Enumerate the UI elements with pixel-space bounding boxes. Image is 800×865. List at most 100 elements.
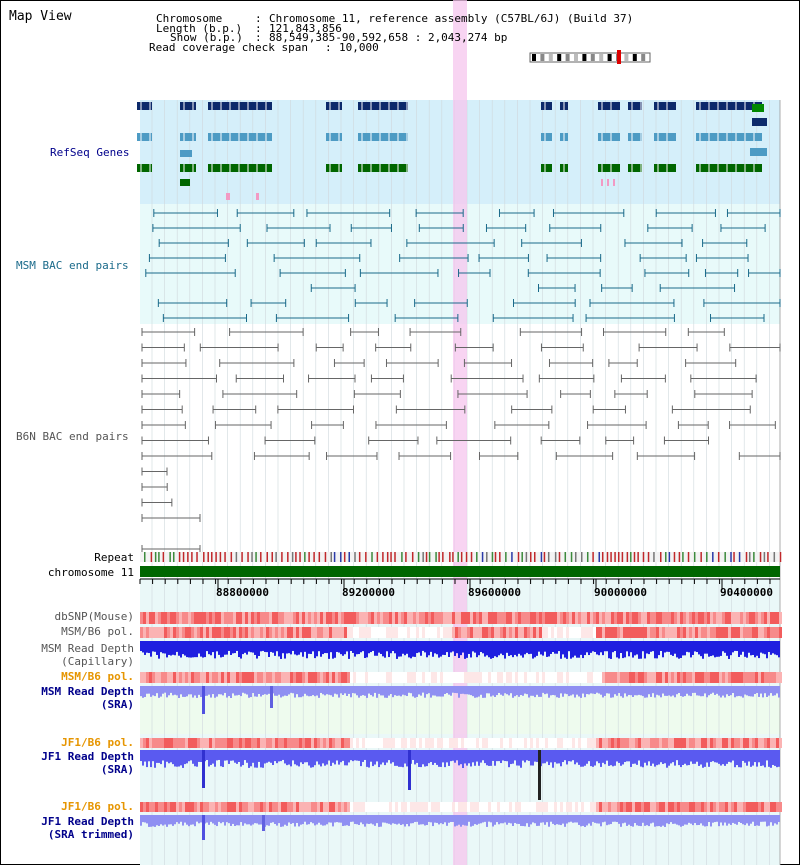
depth-bar [292, 686, 294, 694]
pol-cell [350, 672, 353, 683]
depth-bar [608, 815, 610, 825]
pol-cell [296, 672, 299, 683]
pol-cell [590, 802, 593, 812]
depth-bar [610, 815, 612, 825]
chromosome-label: Chromosome [156, 12, 223, 25]
track-label-refseq[interactable]: RefSeq Genes [50, 146, 130, 159]
depth-bar [362, 686, 364, 696]
depth-bar [244, 815, 246, 824]
depth-bar [490, 686, 492, 697]
track-label-b6n-bac[interactable]: B6N BAC end pairs [16, 430, 129, 443]
depth-bar [662, 750, 664, 764]
pol-cell [473, 802, 476, 812]
depth-bar [206, 750, 208, 760]
depth-bar [754, 750, 756, 763]
pol-cell [632, 672, 635, 683]
pol-cell [551, 627, 554, 638]
pol-cell [578, 672, 581, 683]
depth-bar [494, 750, 496, 766]
pol-cell [653, 738, 656, 748]
pol-cell [302, 802, 305, 812]
depth-bar [606, 750, 608, 761]
pol-cell [161, 802, 164, 812]
depth-bar [400, 641, 402, 657]
pol-cell [263, 612, 266, 624]
depth-bar [604, 686, 606, 696]
pol-cell [755, 627, 758, 638]
depth-bar [652, 641, 654, 652]
depth-bar [212, 750, 214, 764]
depth-bar [188, 686, 190, 695]
depth-bar [696, 686, 698, 696]
gene [180, 150, 192, 157]
pol-cell [290, 672, 293, 683]
pol-cell [524, 738, 527, 748]
depth-bar [660, 641, 662, 651]
track-label-msm-bac[interactable]: MSM BAC end pairs [16, 259, 129, 272]
pol-cell [677, 802, 680, 812]
pol-cell [488, 738, 491, 748]
depth-bar [386, 815, 388, 824]
pol-cell [155, 738, 158, 748]
depth-bar [418, 815, 420, 825]
repeat-mark [499, 552, 501, 562]
depth-bar [566, 641, 568, 659]
pol-cell [173, 802, 176, 812]
pol-cell [581, 627, 584, 638]
depth-bar [438, 815, 440, 825]
pol-cell [308, 612, 311, 624]
depth-bar [194, 815, 196, 827]
depth-bar [376, 750, 378, 762]
depth-bar [716, 815, 718, 822]
depth-bar [760, 815, 762, 822]
depth-bar [294, 641, 296, 655]
pol-cell [674, 672, 677, 683]
depth-bar [258, 815, 260, 825]
repeat-mark [633, 552, 636, 562]
pol-cell [356, 672, 359, 683]
depth-bar [302, 815, 304, 825]
pol-cell [581, 672, 584, 683]
pol-cell [674, 612, 677, 624]
depth-bar [316, 686, 318, 696]
depth-bar [334, 641, 336, 658]
pol-cell [602, 802, 605, 812]
pol-cell [164, 612, 167, 624]
pol-cell [770, 627, 773, 638]
pol-cell [623, 612, 626, 624]
depth-bar [406, 750, 408, 767]
depth-bar [504, 641, 506, 659]
pol-cell [377, 612, 380, 624]
depth-bar [284, 750, 286, 764]
ideogram-band [599, 54, 604, 61]
depth-bar [590, 641, 592, 653]
depth-bar [518, 686, 520, 697]
depth-bar [146, 815, 148, 824]
pol-cell [278, 627, 281, 638]
depth-bar [222, 686, 224, 696]
depth-bar [630, 641, 632, 653]
gene [752, 104, 764, 112]
pol-cell [734, 802, 737, 812]
depth-bar [454, 641, 456, 656]
pol-cell [239, 672, 242, 683]
depth-bar [228, 641, 230, 651]
depth-bar [240, 815, 242, 823]
pol-cell [350, 627, 353, 638]
depth-bar [434, 815, 436, 823]
pol-cell [314, 802, 317, 812]
depth-bar [530, 750, 532, 766]
pol-cell [569, 627, 572, 638]
pol-cell [323, 612, 326, 624]
pol-cell [461, 672, 464, 683]
depth-bar [708, 641, 710, 657]
depth-bar [742, 686, 744, 698]
pol-cell [698, 612, 701, 624]
depth-bar [420, 641, 422, 656]
depth-bar [426, 686, 428, 695]
depth-bar [198, 686, 200, 695]
pol-cell [185, 738, 188, 748]
depth-bar [356, 686, 358, 696]
